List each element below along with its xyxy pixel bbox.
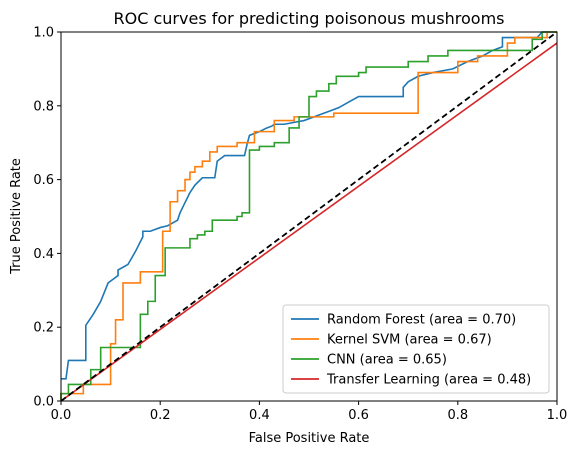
chart-title: ROC curves for predicting poisonous mush… — [114, 9, 505, 28]
series-line-cnn — [60, 31, 557, 401]
x-axis: 0.0 0.2 0.4 0.6 0.8 1.0 — [51, 401, 568, 423]
series-line-transfer-learning — [60, 42, 558, 402]
x-tick-label: 1.0 — [547, 408, 568, 423]
legend-entry-label: Random Forest (area = 0.70) — [327, 313, 516, 328]
legend-entry-label: Transfer Learning (area = 0.48) — [326, 373, 531, 388]
chance-reference-line — [60, 31, 558, 402]
y-tick-label: 1.0 — [33, 26, 54, 41]
plot-area — [60, 31, 558, 402]
y-axis: 0.0 0.2 0.4 0.6 0.8 1.0 — [33, 26, 61, 410]
y-tick-label: 0.4 — [33, 247, 54, 262]
x-tick-label: 0.2 — [150, 408, 171, 423]
legend: Random Forest (area = 0.70) Kernel SVM (a… — [282, 304, 550, 394]
legend-frame — [282, 304, 550, 394]
x-axis-label: False Positive Rate — [249, 431, 370, 446]
y-tick-label: 0.2 — [33, 321, 54, 336]
x-tick-label: 0.6 — [348, 408, 369, 423]
y-tick-label: 0.8 — [33, 99, 54, 114]
axes-frame — [60, 31, 558, 402]
x-tick-label: 0.0 — [51, 408, 72, 423]
series-line-kernel-svm — [60, 31, 557, 401]
legend-entry-label: Kernel SVM (area = 0.67) — [327, 333, 492, 348]
y-tick-label: 0.0 — [33, 395, 54, 410]
series-line-random-forest — [61, 31, 557, 380]
y-axis-label: True Positive Rate — [9, 158, 24, 275]
legend-entry-label: CNN (area = 0.65) — [327, 353, 447, 368]
x-tick-label: 0.8 — [447, 408, 468, 423]
x-tick-label: 0.4 — [249, 408, 270, 423]
y-tick-label: 0.6 — [33, 173, 54, 188]
